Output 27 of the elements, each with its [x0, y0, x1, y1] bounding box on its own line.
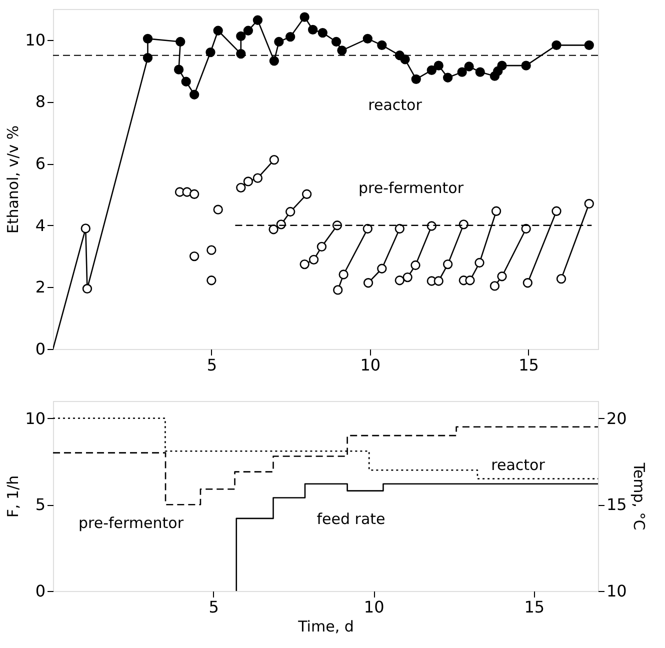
y-tick-label: 8: [35, 92, 46, 112]
y-axis-title: Ethanol, v/v %: [4, 125, 22, 234]
x-tick-label: 5: [206, 356, 218, 374]
x-tick-label: 15: [524, 598, 545, 616]
y-tick-label: 4: [35, 216, 46, 235]
series-label: feed rate: [316, 510, 386, 528]
y-tick-label: 6: [35, 154, 46, 174]
y2-tick-label: 20: [606, 408, 627, 428]
y2-tick-label: 10: [606, 582, 627, 600]
x-tick-label: 10: [364, 598, 384, 616]
series-label: pre-fermentor: [358, 179, 464, 197]
y-tick-label: 0: [35, 582, 46, 600]
series-label: pre-fermentor: [78, 514, 184, 532]
y-tick-label: 2: [35, 278, 46, 297]
y-tick-label: 0: [35, 340, 46, 358]
y-tick-label: 10: [25, 30, 46, 50]
series-label: reactor: [368, 96, 423, 114]
y2-tick-label: 15: [606, 495, 627, 514]
x-tick-label: 10: [360, 356, 381, 374]
y-tick-label: 5: [35, 495, 46, 514]
x-tick-label: 5: [208, 598, 219, 616]
series-label: reactor: [491, 456, 546, 474]
x-tick-label: 15: [518, 356, 539, 374]
y2-axis-title: Temp, °C: [630, 462, 648, 530]
y-axis-title: F, 1/h: [4, 475, 22, 518]
x-axis-title: Time, d: [297, 618, 354, 636]
y-tick-label: 10: [25, 408, 46, 428]
